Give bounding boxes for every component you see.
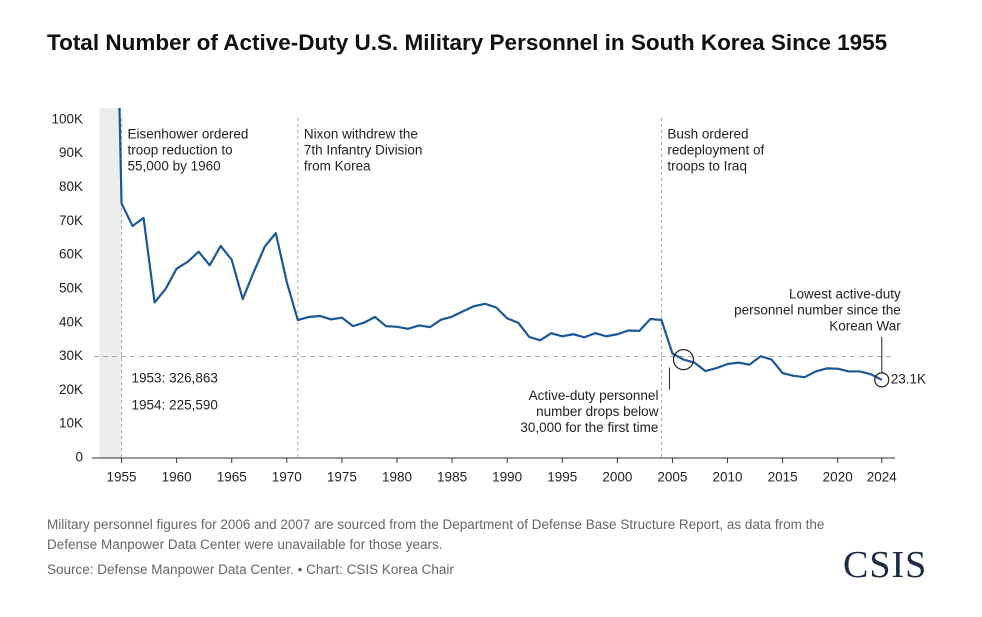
offchart-label: 1953: 326,863 [132,371,218,386]
chart-title: Total Number of Active-Duty U.S. Militar… [47,30,888,55]
callout-text: Korean War [829,318,901,333]
callout-circle [672,348,695,371]
callout-text: Active-duty personnel [529,388,659,403]
x-tick-label: 1990 [492,470,522,485]
annotation-text: 55,000 by 1960 [128,159,221,174]
x-tick-label: 1970 [272,470,302,485]
y-tick-label: 0 [75,450,83,465]
y-tick-label: 90K [59,145,83,160]
y-tick-label: 10K [59,416,83,431]
x-tick-label: 1960 [162,470,192,485]
chart: 0 10K 20K 30K 40K 50K 60K 70K 80K 90K 100K 1955 1960… [51,108,926,485]
annotation-text: Eisenhower ordered [128,127,249,142]
y-tick-label: 20K [59,382,83,397]
annotation-text: troop reduction to [128,143,233,158]
x-tick-label: 2015 [768,470,798,485]
callout-text: number drops below [536,404,659,419]
x-tick-label: 1975 [327,470,357,485]
callout-text: Lowest active-duty [789,286,901,301]
x-tick-label: 2024 [867,470,898,485]
annotation-text: Bush ordered [667,127,748,142]
y-tick-label: 40K [59,314,83,329]
x-tick-label: 2020 [823,470,853,485]
x-tick-label: 1965 [217,470,247,485]
shaded-range [99,108,122,458]
y-tick-label: 60K [59,247,83,262]
footnote: Military personnel figures for 2006 and … [47,517,825,552]
annotation-text: redeployment of [667,143,764,158]
value-label: 23.1K [891,371,926,386]
x-tick-label: 1955 [107,470,137,485]
x-tick-label: 1980 [382,470,412,485]
plot [118,108,883,381]
y-tick-label: 70K [59,213,83,228]
x-tick-label: 2000 [602,470,632,485]
callout-text: personnel number since the [734,302,901,317]
annotation-text: from Korea [304,159,371,174]
x-tick-label: 2005 [657,470,687,485]
callout-text: 30,000 for the first time [520,420,658,435]
x-tick-label: 1995 [547,470,577,485]
offchart-label: 1954: 225,590 [132,398,218,413]
annotation-text: Nixon withdrew the [304,127,418,142]
y-tick-label: 50K [59,280,83,295]
x-tick-label: 2010 [713,470,743,485]
x-tick-label: 1985 [437,470,467,485]
y-tick-label: 100K [51,111,83,126]
data-line [118,108,883,381]
annotation-text: troops to Iraq [667,159,747,174]
logo: CSIS [843,544,928,586]
y-tick-label: 80K [59,179,83,194]
source: Source: Defense Manpower Data Center. • … [47,562,454,577]
annotation-text: 7th Infantry Division [304,143,423,158]
y-tick-label: 30K [59,348,83,363]
